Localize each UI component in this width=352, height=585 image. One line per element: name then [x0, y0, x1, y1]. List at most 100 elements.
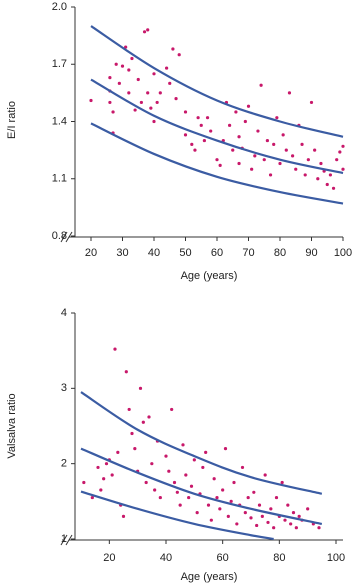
data-point	[325, 182, 329, 187]
x-tick-label: 40	[148, 247, 160, 259]
data-point	[316, 177, 320, 181]
data-point	[215, 158, 219, 162]
data-point	[152, 72, 156, 76]
data-point	[246, 104, 251, 108]
x-tick-label: 80	[273, 552, 285, 564]
data-point	[172, 480, 177, 485]
x-tick-label: 50	[179, 247, 191, 259]
x-tick-label: 60	[217, 552, 229, 564]
y-tick-label: 3	[61, 382, 67, 394]
reference-curve	[90, 78, 344, 175]
data-point	[99, 488, 103, 492]
data-point	[250, 167, 254, 171]
data-point	[121, 514, 126, 519]
data-point	[152, 119, 156, 124]
data-point	[231, 148, 235, 152]
data-point	[167, 469, 171, 473]
data-point	[158, 495, 162, 500]
data-point	[138, 386, 143, 390]
data-point	[240, 465, 245, 470]
x-tick-label: 40	[160, 552, 172, 564]
data-point	[110, 473, 114, 477]
data-point	[124, 45, 128, 49]
data-point	[171, 47, 175, 51]
y-tick-label: 2.0	[52, 1, 67, 13]
data-point	[130, 431, 134, 436]
data-point	[89, 98, 93, 103]
data-point	[243, 511, 247, 515]
data-point	[124, 370, 128, 374]
data-point	[215, 495, 219, 500]
data-point	[147, 415, 151, 419]
data-point	[189, 484, 194, 488]
data-point	[234, 110, 238, 114]
data-point	[319, 161, 323, 166]
data-point	[306, 507, 310, 511]
data-point	[341, 144, 345, 148]
data-point	[153, 488, 157, 492]
data-point	[237, 161, 241, 166]
data-point	[313, 148, 317, 152]
data-point	[127, 407, 131, 412]
data-point	[266, 520, 270, 525]
data-point	[209, 129, 213, 133]
y-tick-label: 1.1	[52, 173, 67, 185]
data-point	[335, 158, 339, 162]
axis-break-gap	[64, 231, 69, 243]
data-point	[165, 66, 169, 70]
data-point	[108, 76, 112, 80]
data-point	[232, 480, 236, 485]
data-point	[102, 477, 106, 481]
data-point	[269, 507, 273, 511]
data-point	[127, 91, 131, 95]
data-point	[149, 106, 153, 110]
data-point	[108, 100, 112, 105]
data-point	[223, 447, 228, 451]
data-point	[82, 480, 86, 485]
data-point	[338, 150, 342, 154]
data-point	[164, 454, 168, 458]
data-point	[175, 490, 179, 494]
reference-curve	[90, 122, 344, 205]
data-point	[206, 503, 211, 507]
data-point	[275, 116, 279, 120]
x-tick-label: 90	[305, 247, 317, 259]
data-point	[117, 81, 121, 85]
data-point	[328, 173, 332, 177]
data-point	[187, 495, 191, 500]
data-point	[249, 516, 253, 520]
x-tick-label: 20	[85, 247, 97, 259]
y-tick-label: 4	[61, 307, 67, 319]
data-point	[133, 447, 137, 451]
data-point	[209, 518, 213, 522]
data-point	[183, 133, 188, 137]
data-point	[113, 347, 117, 351]
reference-curve	[90, 25, 344, 138]
data-point	[294, 526, 298, 530]
y-axis-title: E/I ratio	[6, 101, 18, 139]
axis-break	[60, 231, 68, 243]
axis-break	[65, 231, 73, 243]
x-tick-label: 30	[116, 247, 128, 259]
data-point	[278, 161, 282, 166]
x-tick-label: 70	[242, 247, 254, 259]
data-point	[259, 83, 263, 87]
data-point	[289, 522, 293, 526]
y-tick-label: 1.7	[52, 58, 67, 70]
reference-curve	[80, 391, 323, 495]
data-point	[202, 138, 206, 143]
data-point	[265, 138, 269, 143]
data-point	[284, 148, 288, 152]
x-tick-label: 100	[327, 552, 345, 564]
x-axis-title: Age (years)	[181, 270, 238, 282]
data-point	[309, 100, 314, 105]
data-point	[243, 119, 247, 124]
data-point	[291, 511, 296, 515]
data-point	[218, 507, 222, 511]
data-point	[196, 116, 200, 120]
data-point	[272, 526, 276, 530]
x-tick-label: 100	[334, 247, 352, 259]
x-tick-label: 80	[274, 247, 286, 259]
